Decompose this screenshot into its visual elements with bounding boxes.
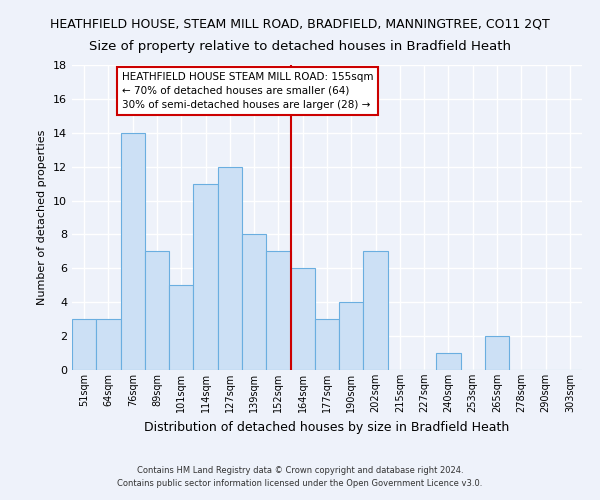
Bar <box>339 302 364 370</box>
Text: HEATHFIELD HOUSE, STEAM MILL ROAD, BRADFIELD, MANNINGTREE, CO11 2QT: HEATHFIELD HOUSE, STEAM MILL ROAD, BRADF… <box>50 18 550 30</box>
Bar <box>72 319 96 370</box>
Bar <box>96 319 121 370</box>
Bar <box>315 319 339 370</box>
Bar <box>266 252 290 370</box>
Bar <box>364 252 388 370</box>
Bar <box>145 252 169 370</box>
X-axis label: Distribution of detached houses by size in Bradfield Heath: Distribution of detached houses by size … <box>145 420 509 434</box>
Bar <box>169 286 193 370</box>
Bar <box>290 268 315 370</box>
Bar <box>485 336 509 370</box>
Text: Contains HM Land Registry data © Crown copyright and database right 2024.
Contai: Contains HM Land Registry data © Crown c… <box>118 466 482 487</box>
Bar <box>436 353 461 370</box>
Bar <box>218 166 242 370</box>
Text: Size of property relative to detached houses in Bradfield Heath: Size of property relative to detached ho… <box>89 40 511 53</box>
Text: HEATHFIELD HOUSE STEAM MILL ROAD: 155sqm
← 70% of detached houses are smaller (6: HEATHFIELD HOUSE STEAM MILL ROAD: 155sqm… <box>122 72 373 110</box>
Bar <box>242 234 266 370</box>
Bar <box>121 133 145 370</box>
Bar <box>193 184 218 370</box>
Y-axis label: Number of detached properties: Number of detached properties <box>37 130 47 305</box>
